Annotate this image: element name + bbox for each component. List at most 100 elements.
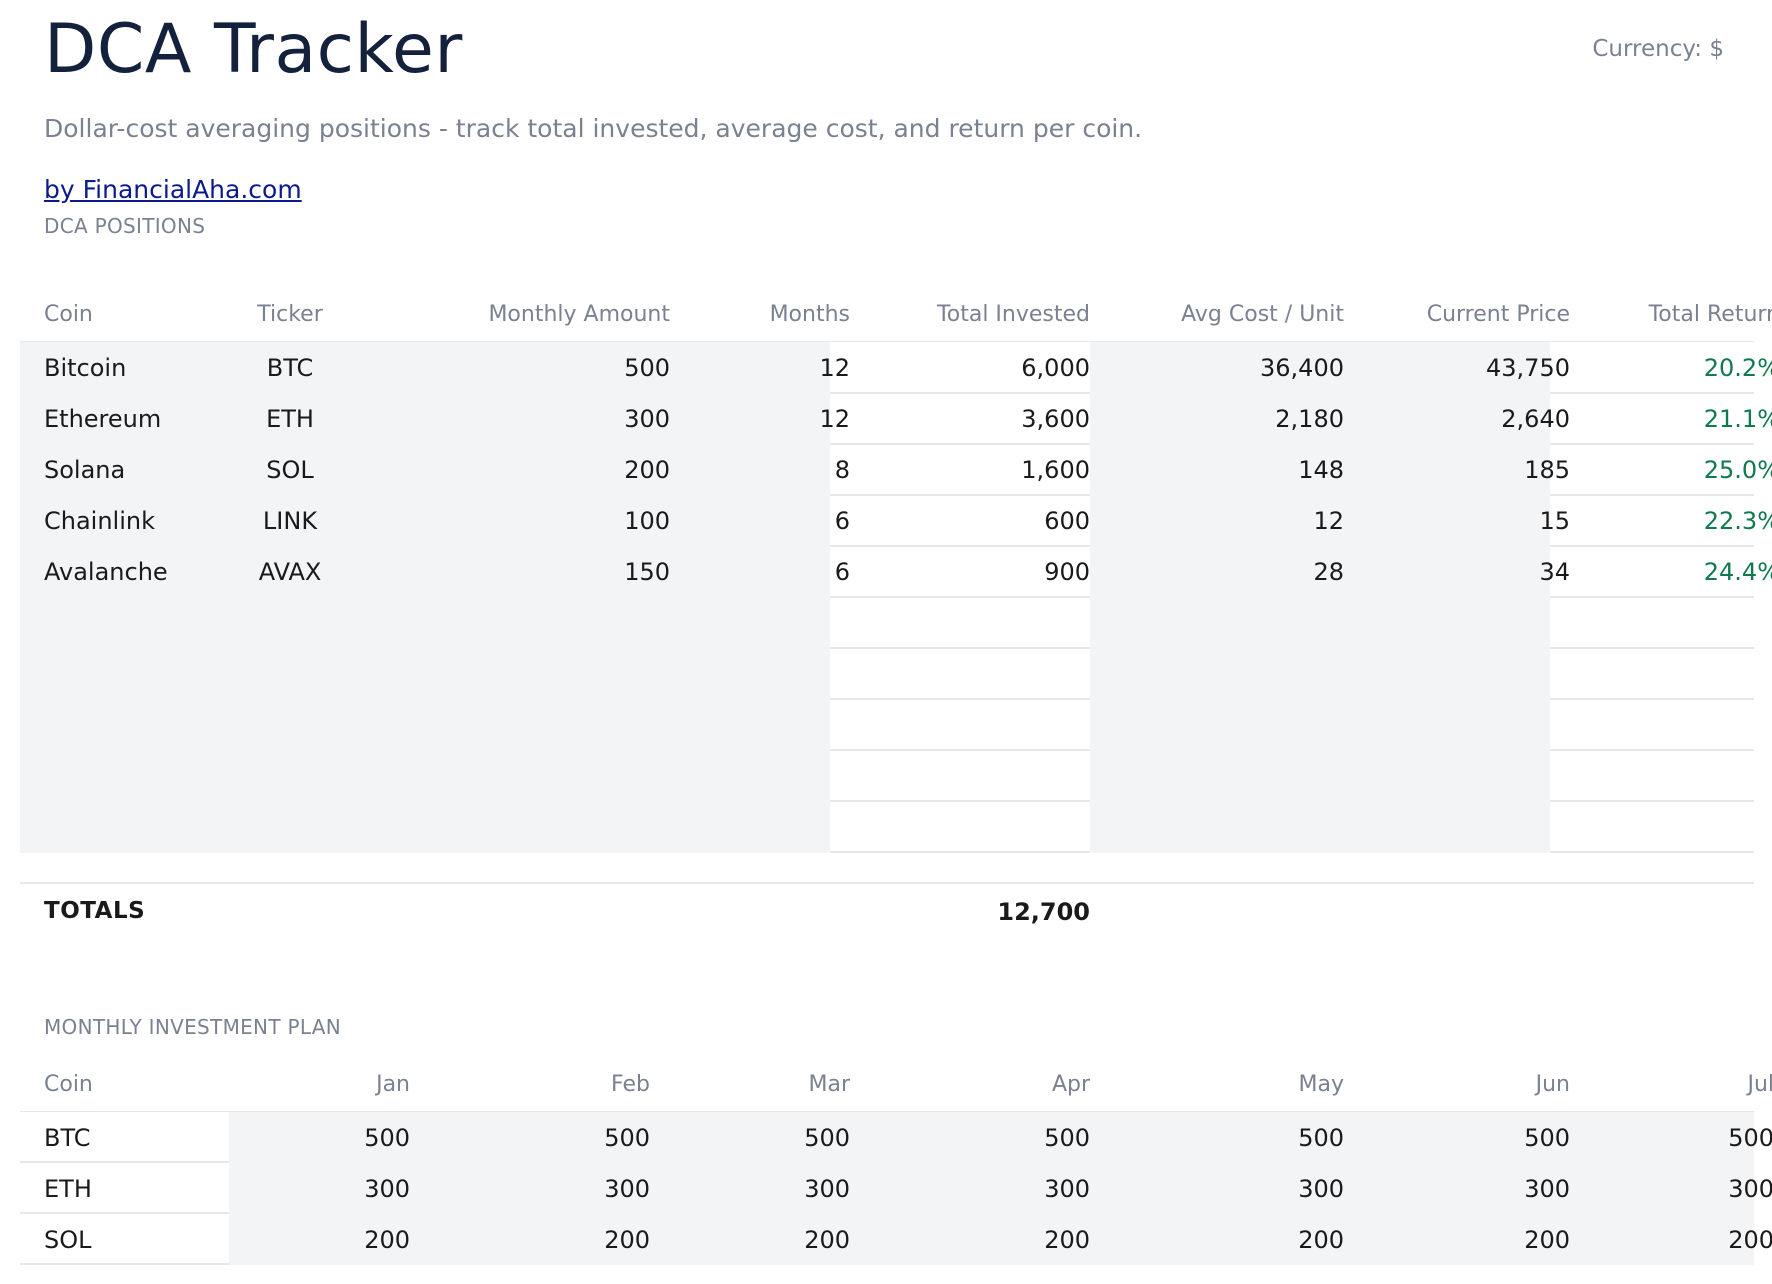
cell-total-return: 25.0% [1703,456,1772,484]
cell-avg-cost[interactable]: 36,400 [1260,354,1344,382]
page-subtitle: Dollar-cost averaging positions - track … [44,114,1143,143]
plan-cell-apr[interactable]: 200 [1044,1226,1090,1254]
cell-total-return: 24.4% [1703,558,1772,586]
cell-ticker[interactable]: SOL [266,456,314,484]
table-row[interactable]: Bitcoin BTC 500 12 6,000 36,400 43,750 2… [20,342,1772,393]
positions-header-row: Coin Ticker Monthly Amount Months Total … [20,290,1772,342]
plan-col-header-may[interactable]: May [1298,1072,1344,1097]
table-row[interactable]: Chainlink LINK 100 6 600 12 15 22.3% [20,495,1772,546]
positions-section-label: DCA POSITIONS [44,214,206,238]
plan-cell-feb[interactable]: 200 [604,1226,650,1254]
plan-row[interactable]: BTC 500 500 500 500 500 500 500 [20,1112,1772,1163]
col-header-monthly-amount[interactable]: Monthly Amount [488,302,670,327]
plan-cell-jul[interactable]: 200 [1728,1226,1772,1254]
cell-coin[interactable]: Ethereum [44,405,162,433]
cell-monthly-amount[interactable]: 150 [624,558,670,586]
plan-cell-apr[interactable]: 300 [1044,1175,1090,1203]
cell-total-invested: 600 [1044,507,1090,535]
plan-cell-jun[interactable]: 200 [1524,1226,1570,1254]
plan-section-label: MONTHLY INVESTMENT PLAN [44,1015,341,1039]
totals-divider [20,882,1754,884]
cell-avg-cost[interactable]: 28 [1313,558,1344,586]
plan-row[interactable]: ETH 300 300 300 300 300 300 300 [20,1163,1772,1214]
col-header-coin[interactable]: Coin [44,302,93,327]
cell-current-price[interactable]: 185 [1524,456,1570,484]
cell-months[interactable]: 8 [834,456,850,484]
table-row[interactable]: Avalanche AVAX 150 6 900 28 34 24.4% [20,546,1772,597]
cell-total-invested: 6,000 [1021,354,1090,382]
cell-months[interactable]: 12 [819,354,850,382]
cell-current-price[interactable]: 43,750 [1486,354,1570,382]
cell-coin[interactable]: Avalanche [44,558,168,586]
cell-avg-cost[interactable]: 148 [1298,456,1344,484]
cell-total-invested: 900 [1044,558,1090,586]
plan-cell-feb[interactable]: 500 [604,1124,650,1152]
cell-coin[interactable]: Bitcoin [44,354,127,382]
cell-avg-cost[interactable]: 12 [1313,507,1344,535]
cell-ticker[interactable]: ETH [266,405,314,433]
page-title: DCA Tracker [44,10,463,89]
table-row[interactable]: Ethereum ETH 300 12 3,600 2,180 2,640 21… [20,393,1772,444]
col-header-total-invested[interactable]: Total Invested [937,302,1090,327]
col-header-total-return[interactable]: Total Return [1648,302,1772,327]
cell-ticker[interactable]: LINK [262,507,318,535]
plan-col-header-feb[interactable]: Feb [611,1072,650,1097]
plan-cell-apr[interactable]: 500 [1044,1124,1090,1152]
cell-monthly-amount[interactable]: 500 [624,354,670,382]
plan-cell-may[interactable]: 500 [1298,1124,1344,1152]
cell-ticker[interactable]: AVAX [258,558,322,586]
plan-cell-feb[interactable]: 300 [604,1175,650,1203]
cell-monthly-amount[interactable]: 200 [624,456,670,484]
plan-col-header-jun[interactable]: Jun [1535,1072,1570,1097]
plan-cell-jan[interactable]: 200 [364,1226,410,1254]
plan-cell-may[interactable]: 200 [1298,1226,1344,1254]
byline-link[interactable]: by FinancialAha.com [44,175,302,204]
cell-coin[interactable]: Solana [44,456,126,484]
cell-total-return: 21.1% [1703,405,1772,433]
plan-cell-jan[interactable]: 500 [364,1124,410,1152]
cell-monthly-amount[interactable]: 100 [624,507,670,535]
plan-values-area [229,1112,1754,1265]
totals-label: TOTALS [44,898,146,924]
plan-cell-coin: ETH [44,1175,92,1203]
currency-indicator[interactable]: Currency: $ [1592,36,1724,62]
col-header-avg-cost[interactable]: Avg Cost / Unit [1181,302,1344,327]
plan-cell-mar[interactable]: 300 [804,1175,850,1203]
cell-monthly-amount[interactable]: 300 [624,405,670,433]
table-row[interactable]: Solana SOL 200 8 1,600 148 185 25.0% [20,444,1772,495]
plan-cell-coin: BTC [44,1124,91,1152]
plan-col-header-jan[interactable]: Jan [376,1072,410,1097]
cell-current-price[interactable]: 2,640 [1501,405,1570,433]
plan-col-header-jul[interactable]: Jul [1747,1072,1772,1097]
plan-cell-jul[interactable]: 500 [1728,1124,1772,1152]
cell-months[interactable]: 6 [834,507,850,535]
plan-cell-coin: SOL [44,1226,92,1254]
cell-total-invested: 3,600 [1021,405,1090,433]
plan-cell-mar[interactable]: 200 [804,1226,850,1254]
plan-col-header-apr[interactable]: Apr [1051,1072,1090,1097]
plan-cell-jul[interactable]: 300 [1728,1175,1772,1203]
totals-invested-value: 12,700 [997,898,1090,926]
cell-months[interactable]: 12 [819,405,850,433]
cell-current-price[interactable]: 15 [1539,507,1570,535]
plan-cell-mar[interactable]: 500 [804,1124,850,1152]
cell-current-price[interactable]: 34 [1539,558,1570,586]
cell-months[interactable]: 6 [834,558,850,586]
col-header-ticker[interactable]: Ticker [257,302,323,327]
cell-total-return: 20.2% [1703,354,1772,382]
plan-cell-jun[interactable]: 500 [1524,1124,1570,1152]
plan-header-row: Coin Jan Feb Mar Apr May Jun Jul [20,1060,1772,1112]
plan-col-header-coin[interactable]: Coin [44,1072,93,1097]
cell-avg-cost[interactable]: 2,180 [1275,405,1344,433]
plan-row[interactable]: SOL 200 200 200 200 200 200 200 [20,1214,1772,1265]
cell-ticker[interactable]: BTC [266,354,314,382]
positions-body: Bitcoin BTC 500 12 6,000 36,400 43,750 2… [20,342,1772,853]
plan-cell-may[interactable]: 300 [1298,1175,1344,1203]
col-header-months[interactable]: Months [769,302,850,327]
plan-cell-jan[interactable]: 300 [364,1175,410,1203]
cell-total-return: 22.3% [1703,507,1772,535]
cell-coin[interactable]: Chainlink [44,507,155,535]
col-header-current-price[interactable]: Current Price [1426,302,1570,327]
plan-col-header-mar[interactable]: Mar [808,1072,850,1097]
plan-cell-jun[interactable]: 300 [1524,1175,1570,1203]
